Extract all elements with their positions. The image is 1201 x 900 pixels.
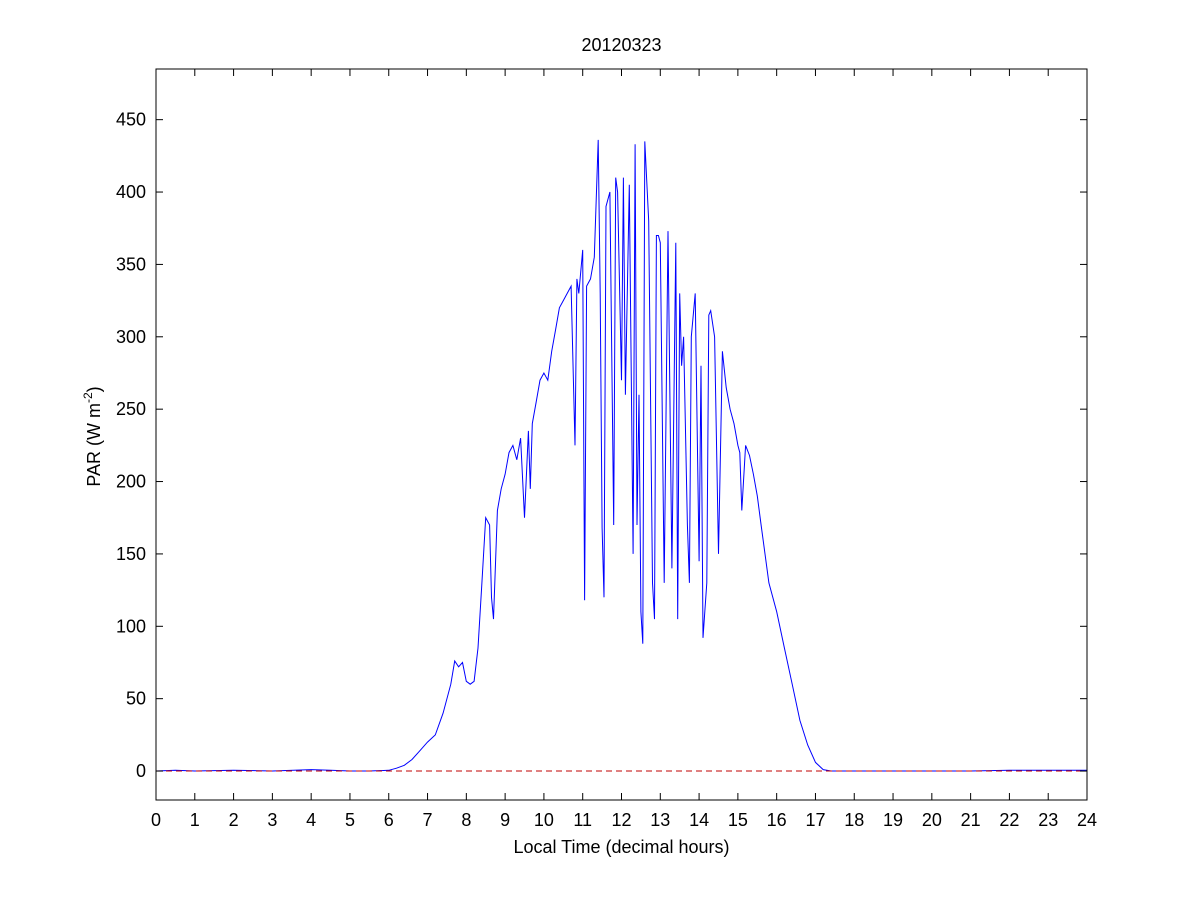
x-tick-label: 11 <box>573 810 592 830</box>
x-tick-label: 5 <box>345 810 355 830</box>
x-tick-label: 1 <box>190 810 200 830</box>
x-tick-label: 19 <box>883 810 903 830</box>
y-tick-label: 350 <box>116 254 146 274</box>
x-tick-label: 22 <box>999 810 1019 830</box>
y-tick-label: 50 <box>126 689 146 709</box>
x-tick-label: 2 <box>229 810 239 830</box>
par-series-line <box>155 139 1087 772</box>
x-tick-label: 3 <box>267 810 277 830</box>
x-tick-label: 15 <box>728 810 748 830</box>
axis-ticks: 0 1 2 3 4 5 6 7 8 9 10 11 12 13 14 15 16 17 18 19 20 21 22 23 24… <box>116 69 1097 830</box>
x-tick-label: 17 <box>805 810 825 830</box>
x-tick-label: 10 <box>534 810 554 830</box>
y-tick-label: 250 <box>116 399 146 419</box>
x-tick-label: 13 <box>650 810 670 830</box>
y-axis-label-main: PAR (W m <box>84 403 104 487</box>
y-tick-label: 0 <box>136 761 146 781</box>
chart-title: 20120323 <box>581 35 661 55</box>
x-tick-label: 8 <box>461 810 471 830</box>
y-tick-label: 150 <box>116 544 146 564</box>
y-axis-label: PAR (W m-2) <box>81 386 104 486</box>
x-tick-label: 0 <box>151 810 161 830</box>
x-tick-label: 18 <box>844 810 864 830</box>
x-tick-label: 12 <box>611 810 631 830</box>
y-axis-label-superscript: -2 <box>81 392 95 403</box>
y-tick-label: 200 <box>116 472 146 492</box>
x-tick-label: 6 <box>384 810 394 830</box>
x-tick-label: 21 <box>961 810 981 830</box>
x-tick-label: 4 <box>306 810 316 830</box>
x-tick-label: 20 <box>922 810 942 830</box>
x-tick-label: 14 <box>689 810 709 830</box>
y-tick-label: 300 <box>116 327 146 347</box>
x-tick-label: 7 <box>423 810 433 830</box>
y-tick-label: 400 <box>116 182 146 202</box>
x-tick-label: 23 <box>1038 810 1058 830</box>
x-tick-label: 16 <box>767 810 787 830</box>
y-axis-label-close: ) <box>84 386 104 392</box>
y-tick-label: 450 <box>116 110 146 130</box>
x-tick-label: 9 <box>500 810 510 830</box>
x-tick-label: 24 <box>1077 810 1097 830</box>
y-tick-label: 100 <box>116 616 146 636</box>
x-axis-label: Local Time (decimal hours) <box>513 837 729 857</box>
plot-area <box>155 139 1087 772</box>
